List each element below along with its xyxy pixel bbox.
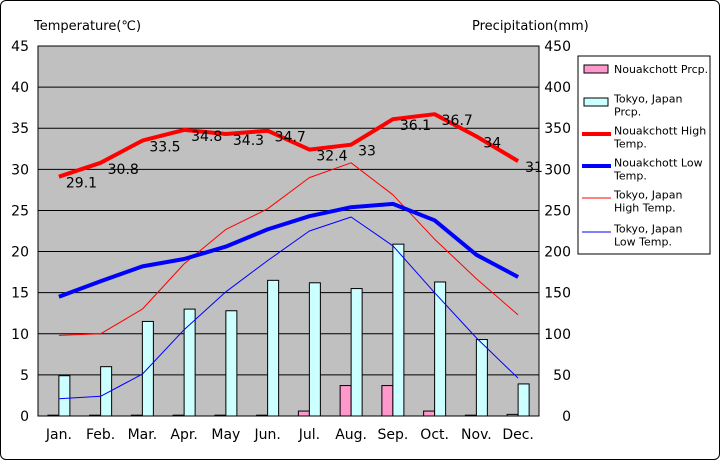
bar <box>256 414 269 417</box>
data-label: 33 <box>358 144 376 160</box>
legend-swatch <box>583 97 609 107</box>
right-tick-label: 250 <box>544 203 571 219</box>
data-label: 36.7 <box>442 113 473 129</box>
left-tick-label: 20 <box>11 245 29 261</box>
right-tick-label: 0 <box>562 409 571 425</box>
right-tick-label: 200 <box>544 245 571 261</box>
category-label: Apr. <box>170 427 197 443</box>
legend: Nouakchott Prcp.Tokyo, JapanPrcp.Nouakch… <box>577 55 711 255</box>
data-label: 36.1 <box>400 118 431 134</box>
legend-label: Tokyo, Japan <box>613 223 682 236</box>
data-label: 31 <box>525 160 543 176</box>
line-series <box>58 112 520 179</box>
right-tick-label: 150 <box>544 286 571 302</box>
line-series <box>58 162 519 336</box>
category-label: Nov. <box>461 427 492 443</box>
bar <box>392 243 405 417</box>
data-labels: 29.1 30.8 33.5 34.8 34.3 34.7 32.4 33 36.1 36.7 34… <box>66 113 543 191</box>
category-label: May <box>211 427 240 443</box>
bar <box>214 414 227 417</box>
category-label: Mar. <box>128 427 158 443</box>
bar <box>89 414 102 417</box>
legend-label: High Temp. <box>614 202 676 215</box>
bar <box>225 310 238 417</box>
data-label: 34.3 <box>233 133 264 149</box>
right-tick-label: 400 <box>544 80 571 96</box>
left-tick-label: 5 <box>20 368 29 384</box>
temperature-lines <box>58 112 520 400</box>
category-label: Jun. <box>253 427 280 443</box>
left-tick-label: 35 <box>11 121 29 137</box>
bar <box>47 414 60 417</box>
category-axis: Jan. Feb. Mar. Apr. May Jun. Jul. Aug. Sep. Oct. N… <box>45 427 534 443</box>
legend-label: Nouakchott High <box>614 125 706 138</box>
left-tick-label: 0 <box>20 409 29 425</box>
right-tick-label: 50 <box>553 368 571 384</box>
bar <box>506 413 519 417</box>
bar <box>58 375 71 417</box>
legend-swatch <box>583 64 609 74</box>
data-label: 30.8 <box>108 162 139 178</box>
data-label: 32.4 <box>316 149 347 165</box>
legend-label: Temp. <box>613 138 647 151</box>
left-tick-label: 45 <box>11 39 29 55</box>
legend-label: Tokyo, Japan <box>613 93 682 106</box>
right-tick-label: 350 <box>544 121 571 137</box>
left-tick-label: 25 <box>11 203 29 219</box>
right-axis-title: Precipitation(mm) <box>472 19 589 34</box>
category-label: Oct. <box>420 427 449 443</box>
right-axis-ticks: 0 50 100 150 200 250 300 350 400 450 <box>544 39 571 425</box>
legend-label: Low Temp. <box>614 236 672 249</box>
right-tick-label: 300 <box>544 162 571 178</box>
data-label: 33.5 <box>149 140 180 156</box>
bar <box>308 282 321 417</box>
bar <box>434 281 447 417</box>
category-label: Jan. <box>45 427 72 443</box>
legend-label: Temp. <box>613 170 647 183</box>
bar <box>464 414 477 417</box>
category-label: Sep. <box>377 427 408 443</box>
bar <box>350 288 363 417</box>
left-axis-title: Temperature(℃) <box>33 19 141 34</box>
legend-label: Prcp. <box>614 106 641 119</box>
legend-label: Nouakchott Prcp. <box>614 63 708 76</box>
left-tick-label: 10 <box>11 327 29 343</box>
legend-box <box>577 55 711 255</box>
precipitation-bars <box>47 243 530 417</box>
data-label: 34.7 <box>275 130 306 146</box>
plot-background <box>37 45 540 417</box>
bar <box>267 279 280 417</box>
category-label: Aug. <box>335 427 367 443</box>
bar <box>100 366 113 417</box>
left-tick-label: 15 <box>11 286 29 302</box>
bar <box>423 410 436 417</box>
bar <box>475 339 488 417</box>
right-tick-label: 450 <box>544 39 571 55</box>
line-series <box>58 201 520 299</box>
bar <box>339 385 352 417</box>
bar <box>172 414 185 417</box>
line-series <box>58 216 519 400</box>
data-label: 34.8 <box>191 129 222 145</box>
data-label: 34 <box>483 135 501 151</box>
plot-area <box>37 45 540 417</box>
bar <box>517 383 530 417</box>
left-axis-ticks: 0 5 10 15 20 25 30 35 40 45 <box>11 39 29 425</box>
legend-label: Nouakchott Low <box>614 157 703 170</box>
right-tick-label: 100 <box>544 327 571 343</box>
left-tick-label: 30 <box>11 162 29 178</box>
category-label: Jul. <box>298 427 320 443</box>
left-tick-label: 40 <box>11 80 29 96</box>
bar <box>183 308 196 417</box>
category-label: Feb. <box>86 427 115 443</box>
data-label: 29.1 <box>66 176 97 192</box>
legend-label: Tokyo, Japan <box>613 189 682 202</box>
bar <box>297 410 310 417</box>
bar <box>381 385 394 417</box>
bar <box>130 414 143 417</box>
category-label: Dec. <box>502 427 534 443</box>
